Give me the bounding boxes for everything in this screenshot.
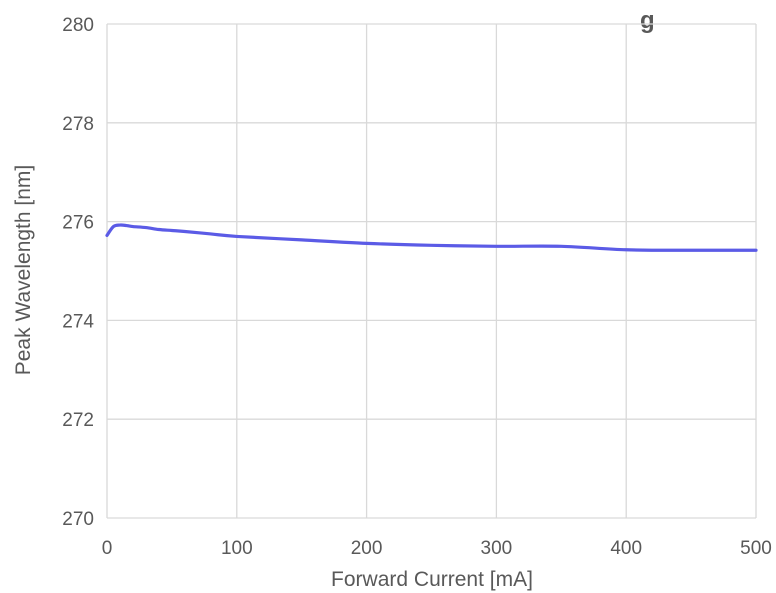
y-tick-label: 280 — [62, 15, 94, 36]
series-line — [105, 223, 758, 252]
x-tick-label: 0 — [102, 538, 113, 559]
x-tick-label: 400 — [610, 538, 642, 559]
y-tick-label: 270 — [62, 509, 94, 530]
chart-title: g — [640, 7, 655, 34]
x-axis-title: Forward Current [mA] — [331, 568, 533, 591]
x-tick-label: 100 — [221, 538, 253, 559]
series-layer — [105, 223, 758, 252]
y-tick-label: 278 — [62, 114, 94, 135]
x-tick-labels: 0 100 200 300 400 500 — [102, 538, 772, 559]
x-tick-label: 500 — [740, 538, 772, 559]
y-axis-title: Peak Wavelength [nm] — [12, 165, 35, 376]
y-tick-label: 272 — [62, 410, 94, 431]
grid — [106, 23, 757, 519]
x-tick-label: 300 — [481, 538, 513, 559]
y-tick-label: 276 — [62, 213, 94, 234]
y-tick-label: 274 — [62, 311, 94, 332]
x-tick-label: 200 — [351, 538, 383, 559]
y-tick-labels: 270 272 274 276 278 280 — [62, 15, 94, 530]
